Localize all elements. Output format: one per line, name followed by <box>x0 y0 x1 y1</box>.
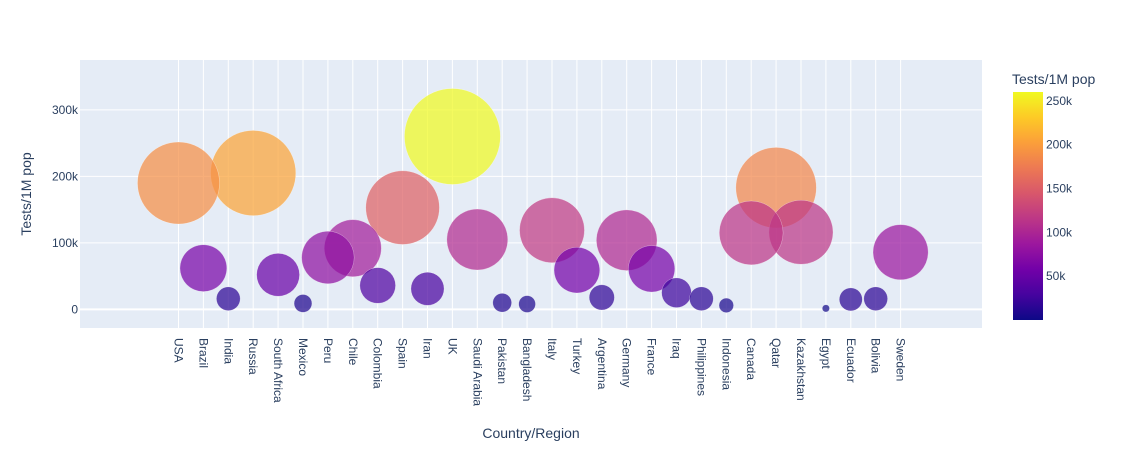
x-tick-label: Bangladesh <box>520 338 534 401</box>
bubble-saudi-arabia[interactable] <box>446 208 509 271</box>
bubble-ecuador[interactable] <box>839 287 863 312</box>
x-tick-label: Germany <box>620 338 634 387</box>
x-tick-label: Chile <box>346 338 360 366</box>
bubble-sweden[interactable] <box>872 224 929 281</box>
bubble-south-africa[interactable] <box>256 253 300 297</box>
x-tick-label: Ecuador <box>844 338 858 383</box>
x-tick-label: France <box>645 338 659 376</box>
y-axis-ticks: 0 100k 200k 300k <box>52 103 79 317</box>
bubble-argentina[interactable] <box>588 284 615 311</box>
x-tick-label: Bolivia <box>869 338 883 374</box>
x-tick-label: Kazakhstan <box>794 338 808 401</box>
bubble-india[interactable] <box>216 286 241 311</box>
x-tick-label: Indonesia <box>719 338 733 390</box>
y-tick-label: 0 <box>71 302 78 316</box>
bubble-egypt[interactable] <box>822 304 830 313</box>
bubble-pakistan[interactable] <box>492 293 512 313</box>
colorbar: Tests/1M pop 50k 100k 150k 200k 250k <box>1012 71 1095 320</box>
x-tick-label: Qatar <box>769 338 783 368</box>
bubble-france[interactable] <box>628 245 676 293</box>
x-tick-label: Sweden <box>894 338 908 381</box>
bubble-iraq[interactable] <box>661 277 692 308</box>
y-tick-label: 300k <box>52 103 79 117</box>
x-tick-label: India <box>221 338 235 364</box>
bubble-colombia[interactable] <box>359 267 396 304</box>
bubble-canada[interactable] <box>719 200 784 266</box>
x-tick-label: Peru <box>321 338 335 363</box>
bubble-layer[interactable] <box>137 88 929 313</box>
x-tick-label: Spain <box>396 338 410 369</box>
x-tick-label: Argentina <box>595 338 609 390</box>
colorbar-tick-label: 150k <box>1046 181 1073 195</box>
bubble-usa[interactable] <box>137 141 220 225</box>
colorbar-gradient <box>1013 92 1043 320</box>
colorbar-title: Tests/1M pop <box>1012 71 1095 87</box>
bubble-italy[interactable] <box>519 197 585 263</box>
x-tick-label: UK <box>445 338 459 355</box>
x-axis-ticks: USA Brazil India Russia South Africa Mexico Pe… <box>172 338 908 406</box>
x-tick-label: Iran <box>421 338 435 359</box>
y-axis-title: Tests/1M pop <box>18 152 34 235</box>
x-tick-label: USA <box>172 338 186 363</box>
bubble-bangladesh[interactable] <box>518 295 536 313</box>
x-axis-title: Country/Region <box>482 425 579 441</box>
bubble-philippines[interactable] <box>689 286 714 311</box>
x-tick-label: Iraq <box>670 338 684 359</box>
bubble-mexico[interactable] <box>293 294 313 313</box>
bubble-turkey[interactable] <box>553 247 601 294</box>
colorbar-ticks: 50k 100k 150k 200k 250k <box>1046 94 1073 283</box>
bubble-bolivia[interactable] <box>863 286 888 311</box>
x-tick-label: Brazil <box>196 338 210 368</box>
bubble-indonesia[interactable] <box>718 297 734 313</box>
colorbar-tick-label: 50k <box>1046 269 1066 283</box>
x-tick-label: Egypt <box>819 338 833 369</box>
colorbar-tick-label: 200k <box>1046 138 1073 152</box>
bubble-iran[interactable] <box>410 271 445 306</box>
bubble-uk[interactable] <box>404 88 501 185</box>
bubble-peru[interactable] <box>301 230 355 285</box>
x-tick-label: Turkey <box>570 338 584 374</box>
x-tick-label: Colombia <box>371 338 385 389</box>
x-tick-label: Pakistan <box>495 338 509 384</box>
y-tick-label: 200k <box>52 169 79 183</box>
x-tick-label: South Africa <box>271 338 285 403</box>
x-tick-label: Mexico <box>296 338 310 376</box>
x-tick-label: Canada <box>744 338 758 380</box>
bubble-brazil[interactable] <box>179 244 228 292</box>
bubble-russia[interactable] <box>210 130 297 216</box>
x-tick-label: Saudi Arabia <box>470 338 484 406</box>
colorbar-tick-label: 250k <box>1046 94 1073 108</box>
x-tick-label: Italy <box>545 338 559 360</box>
colorbar-tick-label: 100k <box>1046 225 1073 239</box>
x-tick-label: Philippines <box>694 338 708 396</box>
y-tick-label: 100k <box>52 236 79 250</box>
bubble-spain[interactable] <box>365 170 440 245</box>
x-tick-label: Russia <box>246 338 260 375</box>
